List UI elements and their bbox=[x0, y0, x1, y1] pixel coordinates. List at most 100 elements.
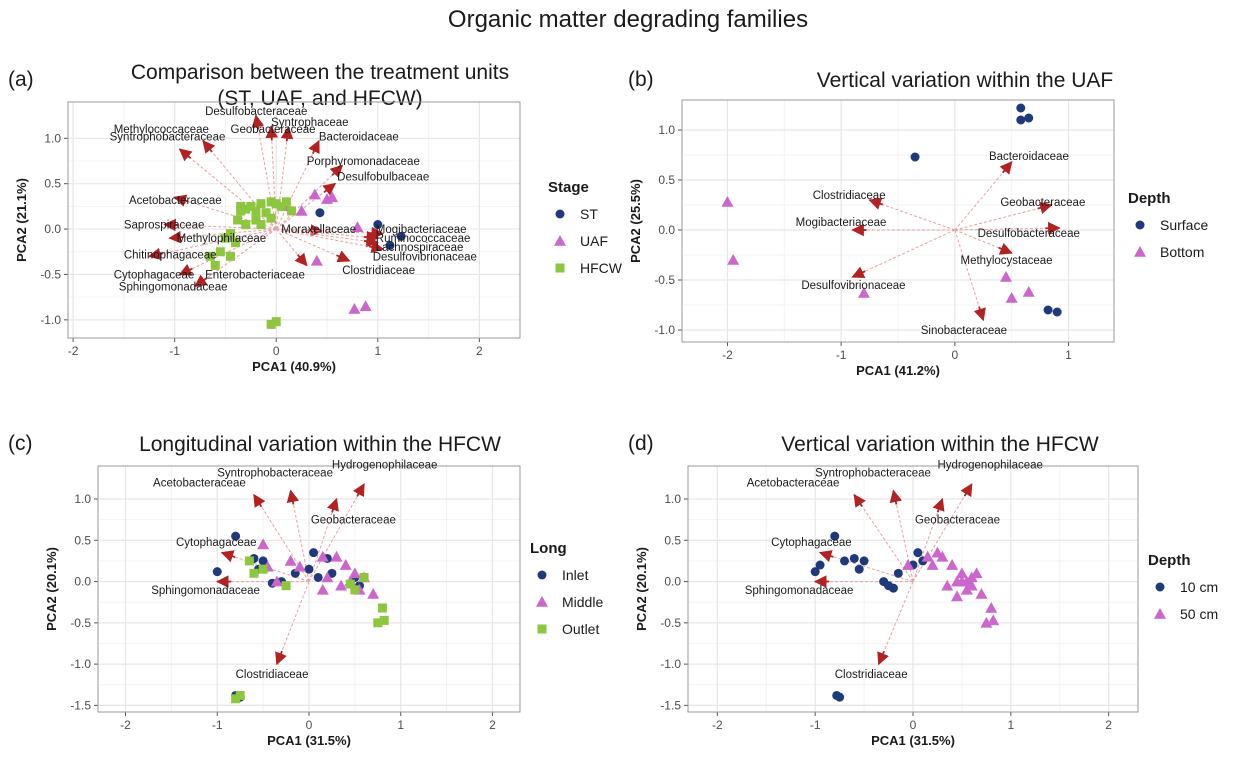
panel-c-ylabel: PCA2 (20.1%) bbox=[44, 547, 59, 631]
panel-a-data-point bbox=[241, 204, 251, 214]
panel-b-ylabel: PCA2 (25.5%) bbox=[628, 179, 643, 263]
panel-a-tag: (a) bbox=[8, 68, 34, 91]
panel-c-legend-label: Outlet bbox=[562, 621, 599, 637]
panel-d-data-point bbox=[921, 550, 934, 562]
panel-c-data-point bbox=[350, 585, 360, 595]
panel-c-loading-label: Geobacteraceae bbox=[311, 515, 396, 527]
panel-b-legend: Depth Surface Bottom bbox=[1128, 190, 1208, 260]
panel-c-data-point bbox=[373, 618, 383, 628]
panel-b-data-point bbox=[910, 152, 920, 162]
panel-d-title-line-1: Vertical variation within the HFCW bbox=[781, 433, 1099, 456]
panel-c-data-point bbox=[330, 550, 343, 562]
panel-c-frame bbox=[97, 465, 521, 713]
panel-c-legend: Long Inlet Middle Outlet bbox=[530, 540, 603, 637]
panel-b-xtick-label: 1 bbox=[1065, 348, 1072, 362]
panel-c-data-point bbox=[309, 548, 319, 558]
panel-d-series-10-cm bbox=[810, 531, 928, 702]
panel-d-data-point bbox=[985, 601, 998, 613]
panel-d-data-point bbox=[902, 559, 915, 570]
panel-a-loading-arrow bbox=[265, 125, 278, 141]
panel-c-data-point bbox=[257, 538, 270, 550]
panel-a-legend-label: ST bbox=[580, 206, 598, 222]
panel-a-loading-arrow bbox=[193, 274, 208, 287]
panel-b-frame bbox=[681, 99, 1115, 343]
panel-b-legend-label: Surface bbox=[1160, 217, 1208, 233]
panel-a-loading-shaft bbox=[276, 228, 378, 244]
panel-a-loading-shaft bbox=[270, 126, 277, 230]
panel-b-plot: -2 -1 0 1 -1.0 -0.5 0.0 0.5 1.0 PCA1 (41.2%) PCA2 … bbox=[628, 99, 1115, 378]
panel-a-loading-shaft bbox=[149, 228, 277, 257]
panel-a-loading-label: Mogibacteriaceae bbox=[376, 224, 467, 236]
panel-c-xtick-label: 1 bbox=[397, 718, 404, 732]
panel-a-data-point bbox=[385, 240, 395, 250]
panel-b-loading-arrow bbox=[999, 161, 1013, 175]
panel-b-loading-arrow bbox=[868, 197, 884, 210]
panel-b-loading-label: Geobacteraceae bbox=[1000, 197, 1085, 209]
panel-a-data-point bbox=[271, 199, 281, 209]
panel-a-data-point bbox=[266, 197, 276, 207]
panel-c-loading-arrow bbox=[286, 489, 300, 505]
panel-a-data-point bbox=[315, 208, 325, 218]
panel-d-data-point bbox=[888, 583, 898, 593]
panel-d-legend-key bbox=[1154, 608, 1166, 619]
panel-c-data-point bbox=[316, 550, 329, 562]
panel-d-loading-arrow bbox=[853, 493, 866, 508]
panel-d-loading-label: Geobacteraceae bbox=[915, 515, 1000, 527]
panel-a-loading-arrow bbox=[163, 218, 179, 232]
panel-a-loading-arrow bbox=[308, 139, 320, 155]
panel-b-loading-label: Methylocystaceae bbox=[961, 255, 1053, 267]
panel-a-loading-arrow bbox=[294, 252, 308, 267]
panel-d-loading-arrow bbox=[818, 550, 834, 563]
panel-c-data-point bbox=[316, 583, 329, 595]
panel-a-ylabel: PCA2 (21.1%) bbox=[14, 178, 29, 262]
panel-b-loading-label: Mogibacteriaceae bbox=[796, 217, 887, 229]
panel-d-data-point bbox=[951, 590, 964, 602]
panel-a-loading-label: Methylococcaceae bbox=[114, 124, 209, 136]
panel-c-loading-label: Syntrophobacteraceae bbox=[217, 468, 333, 480]
panel-c-data-point bbox=[270, 575, 283, 587]
panel-a-loading-label: Clostridiaceae bbox=[342, 265, 415, 277]
panel-c-data-point bbox=[284, 554, 297, 566]
panel-b-loading-shaft bbox=[869, 199, 956, 231]
panel-b-title: Vertical variation within the UAF bbox=[680, 68, 1250, 94]
panel-a-loading-label: Desulfovibrionaceae bbox=[373, 251, 477, 263]
panel-c-ytick-label: 0.5 bbox=[74, 533, 91, 547]
panel-b-series-surface bbox=[910, 103, 1062, 317]
panel-a-loading-arrow bbox=[280, 126, 294, 142]
panel-c-data-point bbox=[359, 572, 369, 582]
panel-c-data-point bbox=[244, 556, 254, 566]
panel-a-loading-label: Ruminococcaceae bbox=[376, 233, 471, 245]
panel-b-loading-label: Desulfovibrionaceae bbox=[801, 280, 905, 292]
panel-d-ytick-label: 1.0 bbox=[664, 492, 681, 506]
panel-d-xtick-label: 0 bbox=[910, 718, 917, 732]
panel-c-series-middle bbox=[257, 538, 380, 599]
panel-b-ytick-label: -0.5 bbox=[654, 273, 675, 287]
panel-c-data-point bbox=[379, 615, 389, 625]
panel-b-loading-arrow bbox=[973, 306, 986, 322]
panel-b-loading-shaft bbox=[954, 204, 1052, 231]
panel-c-data-point bbox=[212, 567, 222, 577]
panel-a-loading-label: Syntrophobacteraceae bbox=[110, 131, 226, 143]
panel-b-data-point bbox=[721, 196, 734, 207]
panel-d-loading-label: Hydrogenophilaceae bbox=[937, 459, 1043, 471]
panel-a-data-point bbox=[215, 247, 225, 257]
panel-c-loading-arrow bbox=[253, 493, 266, 508]
figure-title: Organic matter degrading families bbox=[447, 6, 809, 33]
panel-d-data-point bbox=[859, 556, 869, 566]
panel-a-loading-label: Sphingomonadaceae bbox=[119, 281, 228, 293]
panel-a-loading-label: Cytophagaceae bbox=[114, 269, 195, 281]
panel-d-loading-arrow bbox=[889, 489, 902, 505]
panel-c-series-outlet bbox=[231, 556, 389, 704]
panel-a-data-point bbox=[236, 201, 246, 211]
panel-a-loading-label: Lachnospiraceae bbox=[376, 242, 464, 254]
panel-d-data-point bbox=[975, 587, 988, 599]
panel-c-data-point bbox=[231, 694, 241, 704]
panel-b-data-point bbox=[1022, 286, 1035, 297]
panel-a-loading-shaft bbox=[276, 228, 383, 235]
panel-c-ytick-label: 0.0 bbox=[74, 575, 91, 589]
panel-d-loading-label: Cytophagaceae bbox=[771, 537, 852, 549]
panel-c-data-point bbox=[304, 564, 314, 574]
panel-b-data-point bbox=[1000, 271, 1012, 282]
panel-c-ytick-label: -1.5 bbox=[70, 698, 91, 712]
